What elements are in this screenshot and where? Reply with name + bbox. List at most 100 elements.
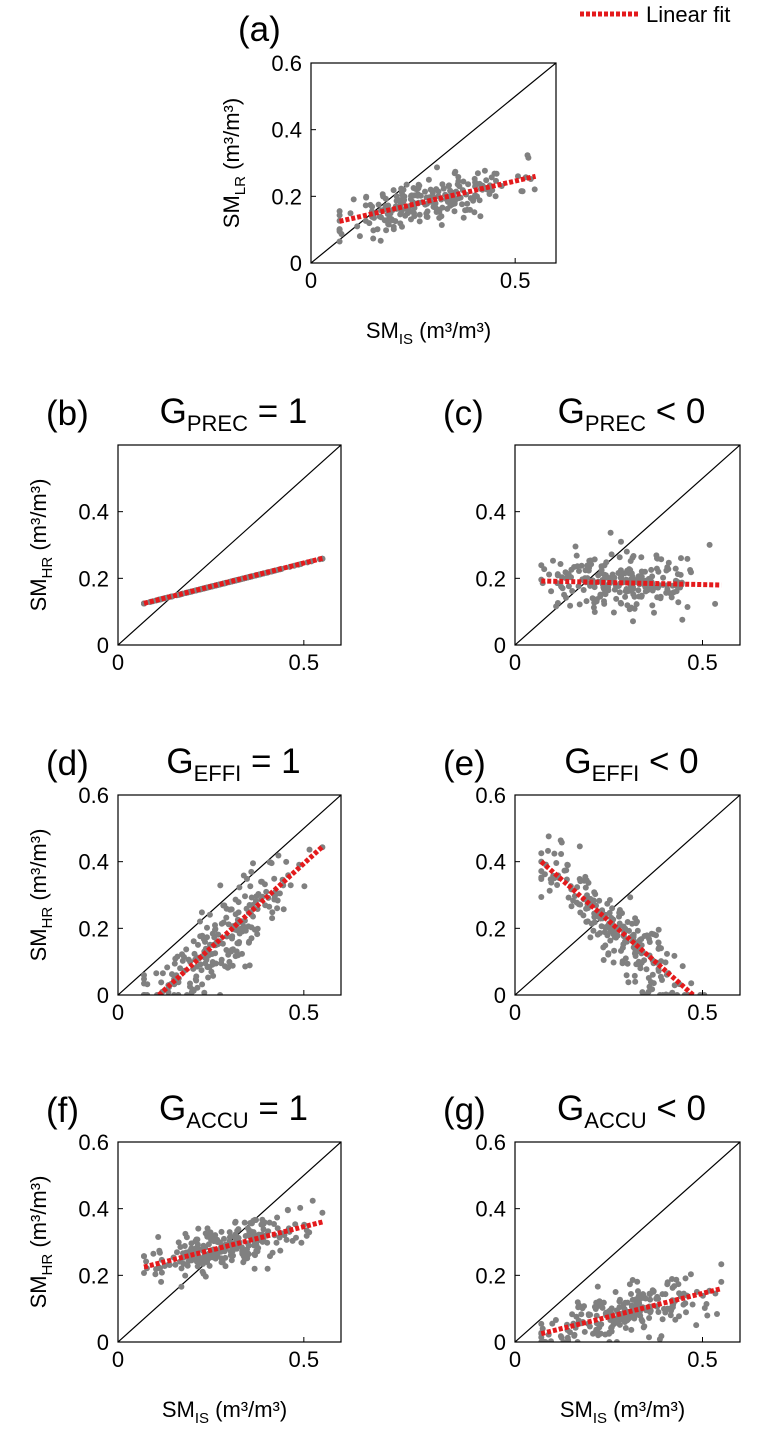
scatter-point (212, 1251, 218, 1258)
scatter-point (655, 568, 662, 575)
x-tick-label: 0 (509, 1000, 521, 1025)
scatter-point (665, 559, 672, 566)
scatter-point (643, 991, 650, 995)
scatter-point (232, 911, 239, 918)
scatter-point (598, 923, 605, 930)
scatter-point (229, 933, 236, 940)
scatter-point (303, 1227, 310, 1234)
scatter-point (712, 600, 719, 607)
scatter-points-e (538, 833, 708, 995)
scatter-point (704, 1312, 711, 1319)
scatter-point (583, 598, 590, 605)
scatter-point (397, 198, 404, 205)
scatter-point (253, 893, 260, 900)
scatter-point (209, 951, 215, 957)
y-tick-label: 0.2 (475, 1263, 506, 1288)
scatter-point (660, 574, 667, 581)
scatter-point (657, 594, 664, 601)
scatter-point (271, 875, 278, 882)
scatter-point (577, 909, 584, 916)
scatter-point (189, 986, 196, 993)
panel-g: 0 0.5 0 0.2 0.4 0.6(g) GACCU < 0 SMIS (m³/m³) (443, 1089, 741, 1427)
scatter-point (486, 191, 493, 197)
scatter-point (392, 218, 399, 225)
scatter-point (565, 583, 572, 590)
scatter-point (206, 911, 213, 918)
scatter-point (675, 599, 682, 606)
scatter-point (574, 1299, 581, 1306)
scatter-point (172, 1261, 179, 1268)
scatter-point (590, 927, 597, 934)
scatter-point (671, 982, 678, 989)
scatter-point (575, 583, 582, 590)
scatter-point (273, 1239, 280, 1246)
scatter-point (223, 914, 230, 921)
x-tick-label: 0.5 (289, 1000, 320, 1025)
scatter-point (655, 945, 662, 952)
scatter-point (277, 1247, 284, 1254)
scatter-point (447, 202, 454, 209)
scatter-point (193, 1258, 200, 1265)
scatter-point (354, 223, 361, 230)
scatter-point (251, 1265, 258, 1272)
scatter-point (553, 603, 560, 610)
scatter-point (636, 593, 643, 600)
scatter-point (611, 947, 618, 954)
scatter-point (309, 1197, 316, 1204)
scatter-point (591, 914, 598, 920)
scatter-point (718, 1278, 725, 1285)
scatter-point (212, 960, 219, 967)
scatter-point (576, 568, 582, 574)
scatter-point (248, 894, 255, 901)
scatter-point (280, 906, 287, 913)
scatter-point (369, 203, 376, 210)
scatter-point (718, 1261, 725, 1268)
scatter-point (378, 214, 384, 221)
scatter-point (594, 1283, 601, 1290)
scatter-point (564, 862, 571, 869)
panels: 0 0.500.20.40.6(a)SMLR (m³/m³)SMIS (m³/m³… (26, 10, 741, 1427)
scatter-point (632, 978, 639, 985)
scatter-point (195, 1225, 202, 1232)
scatter-point (258, 1221, 265, 1228)
scatter-point (274, 1214, 281, 1221)
scatter-point (221, 1235, 227, 1242)
scatter-point (202, 938, 208, 945)
y-tick-label: 0.2 (475, 916, 506, 941)
scatter-point (591, 609, 598, 615)
scatter-point (204, 934, 210, 941)
panel-e: 0 0.5 0 0.2 0.4 0.6(e) GEFFI < 0 (443, 742, 741, 1025)
scatter-point (153, 1266, 160, 1273)
scatter-point (620, 1301, 627, 1308)
scatter-point (631, 1312, 638, 1319)
y-tick-label: 0.4 (475, 1197, 506, 1222)
scatter-point (240, 872, 247, 879)
x-axis-label-f: SMIS (m³/m³) (162, 1397, 287, 1427)
scatter-point (576, 843, 583, 850)
scatter-point (628, 570, 635, 577)
scatter-point (538, 1339, 545, 1342)
panel-d: 0 0.5 0 0.2 0.4 0.6(d) GEFFI = 1 SMHR (m³/m³) (26, 742, 342, 1025)
scatter-point (223, 947, 230, 953)
identity-line-b (118, 445, 341, 645)
scatter-point (603, 1309, 610, 1316)
scatter-point (697, 992, 704, 995)
scatter-point (578, 1311, 585, 1318)
scatter-point (649, 1287, 656, 1294)
scatter-point (648, 566, 655, 573)
scatter-point (434, 164, 440, 171)
scatter-point (655, 1295, 662, 1302)
scatter-point (153, 970, 160, 977)
scatter-point (274, 905, 281, 912)
scatter-point (565, 894, 572, 901)
scatter-point (571, 1332, 578, 1339)
scatter-point (436, 214, 443, 221)
scatter-point (687, 1271, 694, 1278)
scatter-point (572, 543, 579, 550)
y-axis-label-b: SMHR (m³/m³) (26, 479, 56, 612)
scatter-point (610, 959, 617, 966)
scatter-point (471, 209, 478, 216)
scatter-point (403, 181, 410, 188)
scatter-point (651, 609, 657, 616)
scatter-point (580, 587, 587, 593)
